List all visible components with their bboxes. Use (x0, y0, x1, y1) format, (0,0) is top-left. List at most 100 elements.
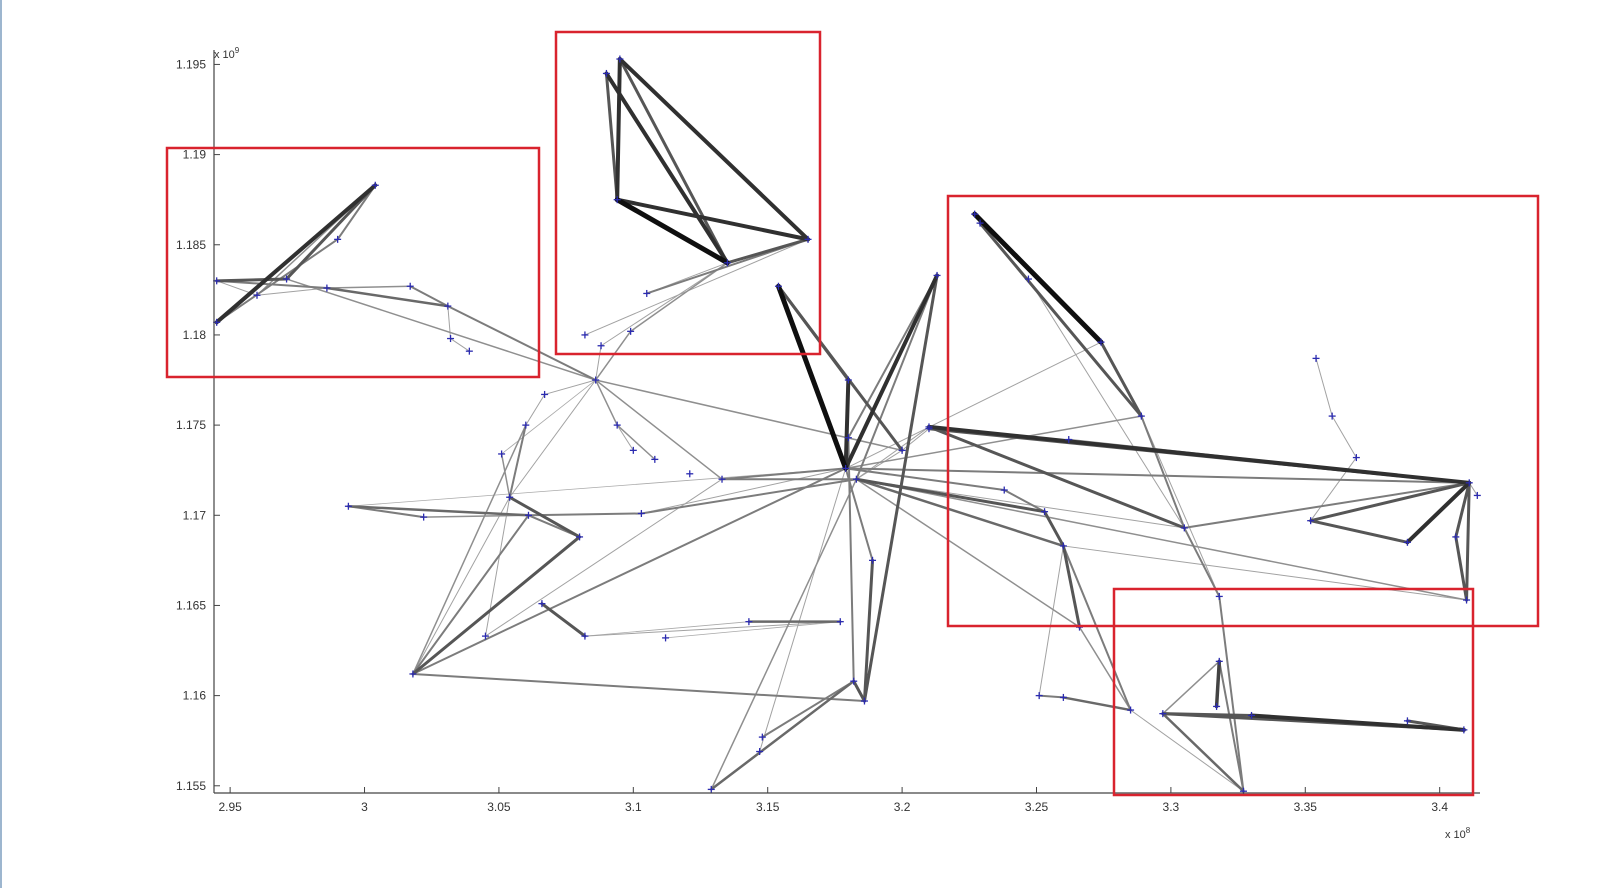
x-tick-label: 3.05 (487, 800, 511, 814)
highlight-box-east (948, 196, 1538, 626)
x-tick-label: 3.3 (1163, 800, 1180, 814)
network-edge (502, 380, 596, 454)
network-edge (856, 479, 1063, 546)
network-node (1213, 703, 1220, 710)
network-edges (217, 59, 1478, 791)
network-edge (711, 681, 853, 789)
network-node (643, 290, 650, 297)
network-node (638, 510, 645, 517)
network-edge (617, 59, 620, 200)
network-edge (1063, 697, 1130, 710)
network-node (1001, 487, 1008, 494)
x-tick-label: 3.25 (1025, 800, 1049, 814)
network-edge (854, 681, 865, 701)
network-edge (287, 279, 596, 380)
network-node (1452, 533, 1459, 540)
y-ticks: 1.1551.161.1651.171.1751.181.1851.191.19… (176, 57, 220, 792)
network-edge (846, 275, 937, 468)
y-tick-label: 1.195 (176, 57, 206, 71)
network-node (420, 514, 427, 521)
network-edge (327, 286, 410, 288)
network-node (1460, 726, 1467, 733)
network-edge (641, 468, 845, 513)
network-edge (1141, 416, 1219, 596)
network-node (1313, 355, 1320, 362)
network-node (466, 348, 473, 355)
network-edge (217, 185, 376, 322)
network-node (662, 634, 669, 641)
network-node (686, 470, 693, 477)
network-edge (980, 223, 1141, 416)
y-tick-label: 1.18 (183, 328, 207, 342)
network-edge (1063, 546, 1130, 710)
network-edge (413, 425, 526, 674)
network-node (447, 335, 454, 342)
network-node (498, 450, 505, 457)
x-tick-label: 3.15 (756, 800, 780, 814)
network-node (345, 503, 352, 510)
network-edge (1184, 528, 1219, 597)
network-edge (413, 537, 580, 674)
network-edge (1141, 416, 1184, 528)
y-tick-label: 1.155 (176, 779, 206, 793)
network-edge (1184, 483, 1469, 528)
network-edge (585, 239, 808, 335)
network-edge (762, 681, 853, 737)
network-node (1060, 694, 1067, 701)
network-node (837, 618, 844, 625)
network-node (1474, 492, 1481, 499)
network-edge (1316, 358, 1332, 416)
network-node (869, 557, 876, 564)
network-node (581, 331, 588, 338)
network-edge (485, 497, 509, 636)
network-node (1216, 593, 1223, 600)
y-exponent: 9 (235, 46, 240, 55)
network-edge (1028, 279, 1184, 528)
network-node (598, 342, 605, 349)
network-edge (778, 286, 845, 468)
network-edge (217, 279, 287, 281)
network-edge (448, 306, 451, 338)
network-edge (545, 380, 596, 394)
network-edge (542, 604, 585, 636)
network-edge (1039, 546, 1063, 696)
network-edge (641, 479, 856, 513)
y-tick-label: 1.185 (176, 238, 206, 252)
network-edge (1217, 661, 1220, 706)
network-edge (727, 239, 808, 262)
network-edge (1311, 521, 1408, 543)
network-node (1404, 717, 1411, 724)
y-tick-label: 1.165 (176, 598, 206, 612)
network-node (407, 283, 414, 290)
x-ticks: 2.95 3 3.05 3.1 3.15 3.2 3.25 3.3 3.35 3.4 (218, 787, 1448, 814)
network-edge (1252, 715, 1464, 729)
x-multiplier-label: x 108 (1445, 826, 1471, 841)
network-edge (413, 674, 865, 701)
network-edge (631, 263, 728, 332)
network-edge (585, 622, 840, 636)
network-edge (510, 497, 580, 537)
network-node (323, 285, 330, 292)
network-edge (975, 214, 1101, 342)
network-edge (760, 468, 846, 751)
highlight-box-southeast (1114, 589, 1473, 795)
network-node (522, 422, 529, 429)
y-tick-label: 1.17 (183, 508, 207, 522)
x-tick-label: 3.1 (625, 800, 642, 814)
network-node (1329, 413, 1336, 420)
network-edge (848, 438, 853, 681)
network-node (1353, 454, 1360, 461)
network-edge (596, 331, 631, 380)
network-node (745, 618, 752, 625)
network-node (1036, 692, 1043, 699)
network-edge (1063, 546, 1466, 600)
network-node (1127, 707, 1134, 714)
network-edge (451, 339, 470, 352)
network-edge (1131, 710, 1244, 791)
network-edge (711, 479, 856, 789)
network-edge (526, 394, 545, 425)
network-edge (846, 342, 1101, 468)
x-tick-label: 3 (361, 800, 368, 814)
x-tick-label: 3.35 (1294, 800, 1318, 814)
network-node (1463, 597, 1470, 604)
